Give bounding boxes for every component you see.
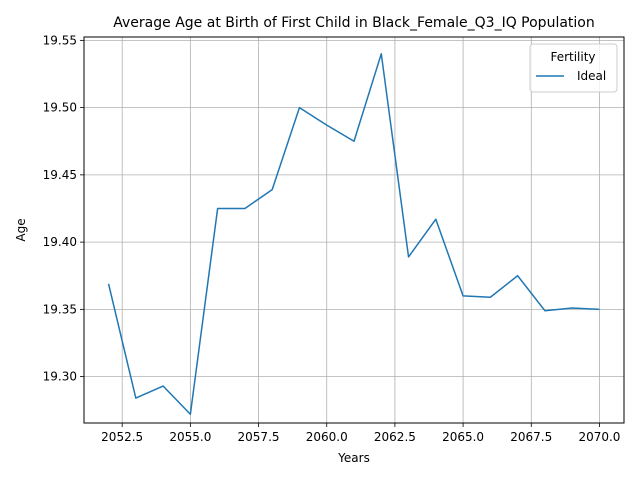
x-axis-ticks: 2052.5 2055.0 2057.5 2060.0 2062.5 2065.0 2067… bbox=[101, 423, 620, 444]
y-tick-label: 19.35 bbox=[43, 302, 77, 316]
grid-lines bbox=[84, 37, 624, 423]
x-tick-label: 2067.5 bbox=[510, 430, 552, 444]
y-axis-label: Age bbox=[14, 218, 28, 241]
legend-box bbox=[529, 43, 618, 93]
legend-label-ideal: Ideal bbox=[577, 69, 606, 83]
legend-title: Fertility bbox=[550, 50, 595, 64]
x-tick-label: 2070.0 bbox=[578, 430, 620, 444]
x-tick-label: 2062.5 bbox=[374, 430, 416, 444]
x-tick-label: 2060.0 bbox=[306, 430, 348, 444]
x-tick-label: 2057.5 bbox=[238, 430, 280, 444]
legend: Fertility Ideal bbox=[529, 43, 618, 93]
chart-title: Average Age at Birth of First Child in B… bbox=[113, 15, 594, 31]
y-axis-ticks: 19.30 19.35 19.40 19.45 19.50 19.55 bbox=[43, 33, 84, 384]
y-tick-label: 19.50 bbox=[43, 101, 77, 115]
y-tick-label: 19.55 bbox=[43, 33, 77, 47]
x-axis-label: Years bbox=[337, 451, 370, 465]
plot-frame bbox=[83, 36, 625, 424]
y-tick-label: 19.30 bbox=[43, 370, 77, 384]
series-layer bbox=[107, 53, 600, 416]
series-line-ideal bbox=[107, 53, 600, 416]
x-tick-label: 2055.0 bbox=[169, 430, 211, 444]
x-tick-label: 2052.5 bbox=[101, 430, 143, 444]
y-tick-label: 19.45 bbox=[43, 168, 77, 182]
x-tick-label: 2065.0 bbox=[442, 430, 484, 444]
y-tick-label: 19.40 bbox=[43, 235, 77, 249]
